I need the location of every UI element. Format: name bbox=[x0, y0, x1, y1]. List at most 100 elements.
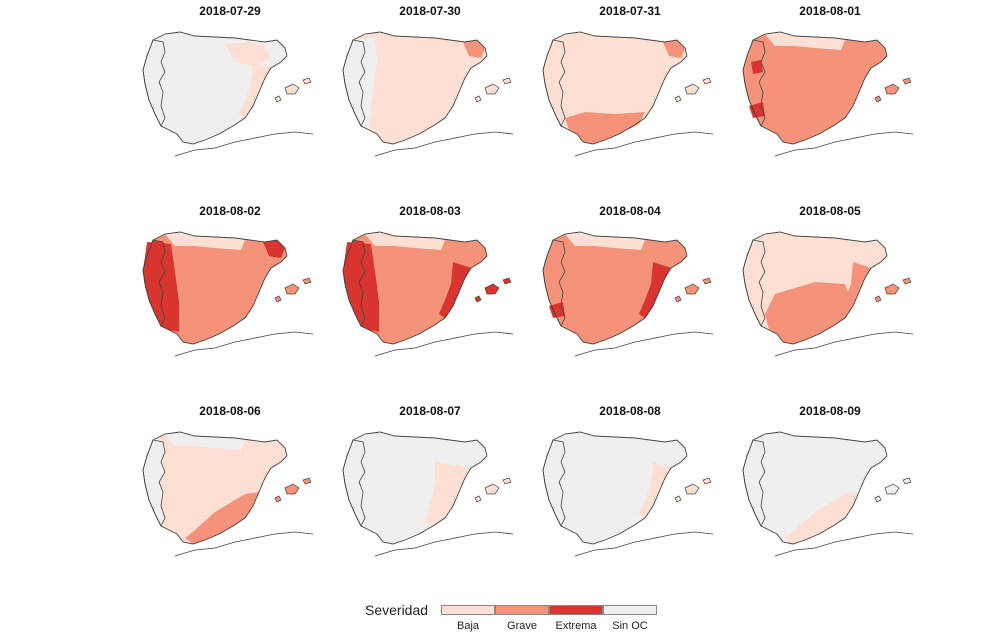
minorca-island bbox=[902, 277, 912, 285]
ibiza-island bbox=[674, 495, 682, 503]
majorca-island bbox=[884, 83, 900, 95]
panel-date-title: 2018-08-08 bbox=[599, 404, 661, 418]
panel-date-title: 2018-08-03 bbox=[399, 204, 461, 218]
legend-swatch bbox=[495, 605, 549, 615]
iberia-map bbox=[542, 431, 714, 557]
severity-zone-grave bbox=[185, 492, 259, 544]
portugal-region bbox=[743, 240, 765, 326]
severity-zone-grave bbox=[839, 262, 871, 318]
africa-coastline bbox=[774, 531, 914, 557]
majorca-island bbox=[884, 283, 900, 295]
africa-coastline bbox=[574, 531, 714, 557]
minorca-island bbox=[302, 277, 312, 285]
iberia-map bbox=[342, 231, 514, 357]
map-panel: 2018-08-01 bbox=[735, 4, 925, 174]
ibiza-island bbox=[274, 95, 282, 103]
panel-date-title: 2018-07-30 bbox=[399, 4, 461, 18]
panel-date-title: 2018-07-29 bbox=[199, 4, 261, 18]
severity-zone-baja bbox=[225, 42, 270, 66]
panel-date-title: 2018-08-04 bbox=[599, 204, 661, 218]
ibiza-island bbox=[274, 495, 282, 503]
severity-zone-baja bbox=[639, 462, 671, 518]
iberia-region bbox=[343, 32, 487, 144]
panel-date-title: 2018-08-01 bbox=[799, 4, 861, 18]
ibiza-island bbox=[474, 95, 482, 103]
severity-zone-baja bbox=[425, 462, 471, 526]
panel-date-title: 2018-07-31 bbox=[599, 4, 661, 18]
portugal-border bbox=[742, 239, 766, 327]
africa-coastline bbox=[774, 331, 914, 357]
severity-zone-extrema bbox=[439, 262, 471, 318]
map-panel: 2018-08-06 bbox=[135, 404, 325, 574]
panel-date-title: 2018-08-05 bbox=[799, 204, 861, 218]
severity-zone-grave bbox=[565, 112, 645, 144]
map-panel: 2018-08-04 bbox=[535, 204, 725, 374]
majorca-island bbox=[484, 283, 500, 295]
map-panel: 2018-07-30 bbox=[335, 4, 525, 174]
map-panel: 2018-08-07 bbox=[335, 404, 525, 574]
iberia-region bbox=[543, 432, 687, 544]
africa-coastline bbox=[574, 331, 714, 357]
iberia-region bbox=[743, 432, 887, 544]
majorca-island bbox=[684, 83, 700, 95]
severity-zone-baja bbox=[785, 492, 859, 544]
panel-date-title: 2018-08-02 bbox=[199, 204, 261, 218]
panel-date-title: 2018-08-06 bbox=[199, 404, 261, 418]
map-panel: 2018-07-31 bbox=[535, 4, 725, 174]
africa-coastline bbox=[774, 131, 914, 157]
iberia-region bbox=[743, 32, 887, 144]
legend-swatch bbox=[603, 605, 657, 615]
severity-zone-sin-oc bbox=[165, 432, 245, 450]
map-panel: 2018-08-03 bbox=[335, 204, 525, 374]
portugal-border bbox=[542, 439, 566, 527]
legend-label: Grave bbox=[507, 620, 537, 632]
ibiza-island bbox=[674, 95, 682, 103]
iberia-map bbox=[342, 31, 514, 157]
portugal-region bbox=[543, 40, 565, 126]
portugal-border bbox=[342, 39, 366, 127]
severity-zone-baja bbox=[565, 232, 645, 250]
map-panel: 2018-08-02 bbox=[135, 204, 325, 374]
majorca-island bbox=[284, 83, 300, 95]
ibiza-island bbox=[274, 295, 282, 303]
legend-title: Severidad bbox=[365, 602, 429, 618]
minorca-island bbox=[702, 277, 712, 285]
ibiza-island bbox=[674, 295, 682, 303]
portugal-border bbox=[142, 239, 166, 327]
severity-zone-grave bbox=[765, 282, 853, 344]
severity-zone-baja bbox=[239, 62, 271, 118]
minorca-island bbox=[702, 477, 712, 485]
africa-coastline bbox=[374, 331, 514, 357]
iberia-map bbox=[542, 231, 714, 357]
majorca-island bbox=[284, 483, 300, 495]
majorca-island bbox=[884, 483, 900, 495]
portugal-region bbox=[543, 440, 565, 526]
severity-zone-baja bbox=[765, 32, 845, 50]
severity-zone-grave bbox=[663, 40, 685, 58]
severity-zone-baja bbox=[365, 232, 445, 250]
portugal-border bbox=[742, 39, 766, 127]
iberia-region bbox=[143, 432, 287, 544]
legend-label: Baja bbox=[456, 620, 480, 632]
portugal-border bbox=[142, 39, 166, 127]
majorca-island bbox=[484, 483, 500, 495]
ibiza-island bbox=[474, 495, 482, 503]
iberia-map bbox=[742, 231, 914, 357]
portugal-region bbox=[143, 40, 165, 126]
africa-coastline bbox=[174, 331, 314, 357]
minorca-island bbox=[502, 277, 512, 285]
majorca-island bbox=[684, 483, 700, 495]
map-panel: 2018-08-08 bbox=[535, 404, 725, 574]
minorca-island bbox=[502, 77, 512, 85]
portugal-region bbox=[743, 440, 765, 526]
portugal-border bbox=[542, 239, 566, 327]
iberia-map bbox=[742, 431, 914, 557]
majorca-island bbox=[484, 83, 500, 95]
portugal-region bbox=[143, 440, 165, 526]
panel-date-title: 2018-08-09 bbox=[799, 404, 861, 418]
severity-zone-baja bbox=[165, 232, 245, 250]
iberia-map bbox=[142, 231, 314, 357]
severity-zone-grave bbox=[463, 40, 485, 58]
severity-zone-extrema bbox=[263, 240, 285, 258]
minorca-island bbox=[702, 77, 712, 85]
